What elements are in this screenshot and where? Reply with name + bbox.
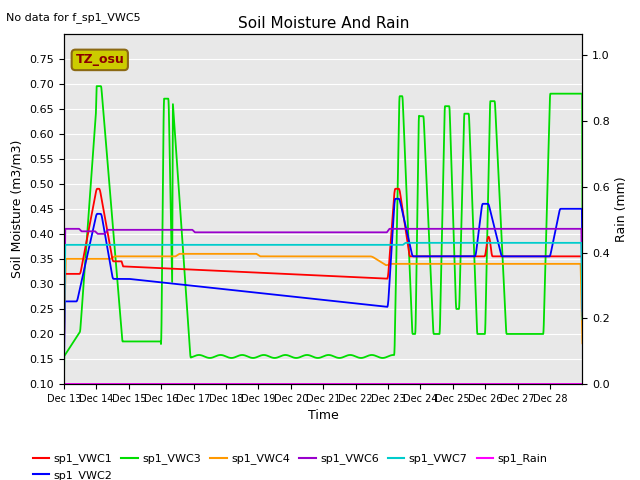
Legend: sp1_VWC1, sp1_VWC2, sp1_VWC3, sp1_VWC4, sp1_VWC6, sp1_VWC7, sp1_Rain: sp1_VWC1, sp1_VWC2, sp1_VWC3, sp1_VWC4, … [28, 449, 552, 480]
sp1_VWC2 [60, 365, 68, 371]
sp1_VWC7 [298, 242, 306, 248]
sp1_VWC3 [579, 204, 586, 210]
X-axis label: Time: Time [308, 409, 339, 422]
sp1_VWC4 [175, 251, 183, 257]
sp1_VWC6 [299, 229, 307, 235]
sp1_VWC3 [299, 353, 307, 359]
Line: sp1_VWC2: sp1_VWC2 [64, 199, 582, 368]
sp1_VWC3 [468, 204, 476, 210]
sp1_VWC6 [563, 226, 571, 232]
Line: sp1_VWC1: sp1_VWC1 [64, 189, 582, 354]
Text: TZ_osu: TZ_osu [76, 53, 124, 66]
sp1_VWC6 [312, 229, 320, 235]
sp1_VWC7 [60, 336, 68, 342]
sp1_VWC6 [87, 228, 95, 234]
Y-axis label: Rain (mm): Rain (mm) [616, 176, 628, 241]
sp1_VWC2 [298, 295, 306, 300]
sp1_Rain [468, 381, 476, 386]
sp1_VWC7 [86, 242, 94, 248]
sp1_VWC2 [579, 281, 586, 287]
sp1_VWC2 [392, 196, 399, 202]
sp1_VWC3 [60, 379, 68, 385]
sp1_VWC4 [468, 261, 476, 267]
sp1_VWC3 [86, 186, 94, 192]
sp1_VWC4 [312, 253, 320, 259]
Line: sp1_VWC6: sp1_VWC6 [64, 229, 582, 331]
sp1_VWC4 [564, 261, 572, 267]
sp1_VWC6 [564, 226, 572, 232]
sp1_VWC1 [299, 272, 307, 277]
sp1_VWC1 [93, 186, 101, 192]
sp1_VWC7 [312, 242, 320, 248]
sp1_Rain [298, 381, 306, 386]
Line: sp1_VWC7: sp1_VWC7 [64, 243, 582, 339]
sp1_VWC7 [468, 240, 476, 246]
Y-axis label: Soil Moisture (m3/m3): Soil Moisture (m3/m3) [11, 140, 24, 278]
Text: No data for f_sp1_VWC5: No data for f_sp1_VWC5 [6, 12, 141, 23]
sp1_VWC7 [563, 240, 571, 246]
sp1_VWC2 [564, 206, 572, 212]
sp1_VWC1 [563, 253, 571, 259]
sp1_VWC2 [312, 296, 320, 302]
sp1_VWC7 [402, 240, 410, 246]
sp1_Rain [86, 381, 94, 386]
sp1_VWC1 [60, 351, 68, 357]
sp1_VWC3 [563, 91, 571, 96]
Title: Soil Moisture And Rain: Soil Moisture And Rain [237, 16, 409, 31]
sp1_VWC7 [579, 316, 586, 322]
sp1_Rain [563, 381, 571, 386]
sp1_VWC3 [312, 355, 320, 360]
sp1_VWC6 [468, 226, 476, 232]
Line: sp1_VWC4: sp1_VWC4 [64, 254, 582, 343]
sp1_VWC1 [564, 253, 572, 259]
sp1_VWC3 [93, 84, 100, 89]
sp1_Rain [563, 381, 571, 386]
sp1_VWC2 [563, 206, 571, 212]
sp1_VWC6 [61, 226, 69, 232]
sp1_VWC4 [86, 256, 94, 262]
sp1_VWC4 [563, 261, 571, 267]
sp1_VWC1 [312, 273, 320, 278]
sp1_VWC6 [579, 308, 586, 314]
Line: sp1_VWC3: sp1_VWC3 [64, 86, 582, 382]
sp1_VWC7 [564, 240, 572, 246]
sp1_VWC4 [60, 338, 68, 344]
sp1_Rain [312, 381, 320, 386]
sp1_VWC4 [299, 253, 307, 259]
sp1_VWC3 [564, 91, 572, 96]
sp1_VWC4 [579, 340, 586, 346]
sp1_VWC1 [468, 253, 476, 259]
sp1_Rain [60, 381, 68, 386]
sp1_VWC1 [579, 312, 586, 318]
sp1_VWC2 [86, 238, 94, 244]
sp1_VWC1 [86, 218, 94, 224]
sp1_VWC6 [60, 328, 68, 334]
sp1_VWC2 [468, 253, 476, 259]
sp1_Rain [579, 381, 586, 386]
